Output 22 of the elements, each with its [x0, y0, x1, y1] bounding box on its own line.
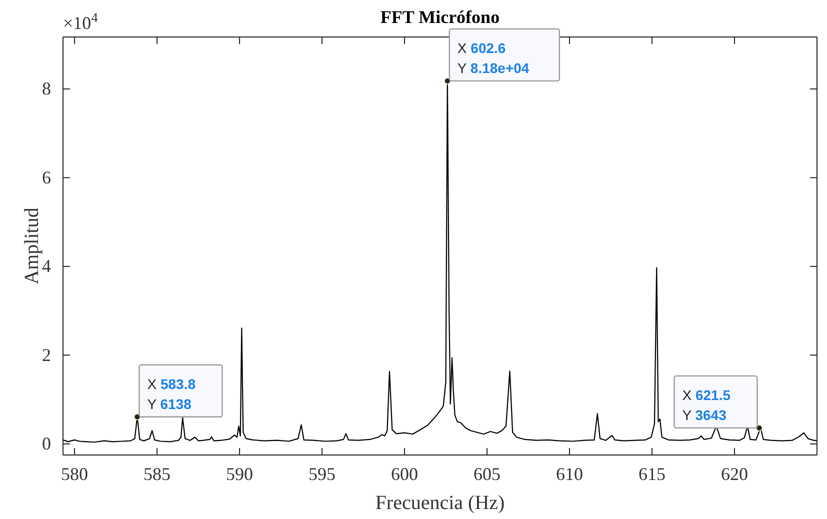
annotation: X 621.5 Y 3643 — [682, 386, 731, 423]
x-tick-label: 600 — [391, 464, 418, 484]
y-tick-label: 4 — [42, 256, 51, 276]
y-tick-label: 0 — [42, 434, 51, 454]
x-tick-label: 610 — [556, 464, 584, 484]
y-tick-label: 2 — [42, 344, 51, 365]
annotation: X 602.6 Y 8.18e+04 — [457, 40, 530, 76]
y-tick-label: 8 — [42, 78, 51, 99]
point — [444, 78, 451, 84]
x-tick-label: 590 — [226, 464, 254, 484]
x-tick-label: 580 — [61, 464, 88, 484]
x-tick-label: 595 — [308, 464, 336, 484]
y-tick-label: 6 — [42, 167, 51, 188]
text: ×10$^{4}$ — [63, 10, 98, 33]
x-tick-label: 605 — [474, 464, 501, 484]
x-tick-label: 585 — [144, 464, 171, 484]
chart-title: FFT Micrófono — [380, 7, 500, 27]
annotation: X 583.8 Y 6138 — [147, 376, 196, 412]
y-axis-title: Amplitud — [21, 208, 43, 284]
x-tick-label: 620 — [721, 464, 748, 484]
x-axis-title: Frecuencia (Hz) — [375, 492, 505, 514]
x-tick-label: 615 — [638, 464, 666, 484]
